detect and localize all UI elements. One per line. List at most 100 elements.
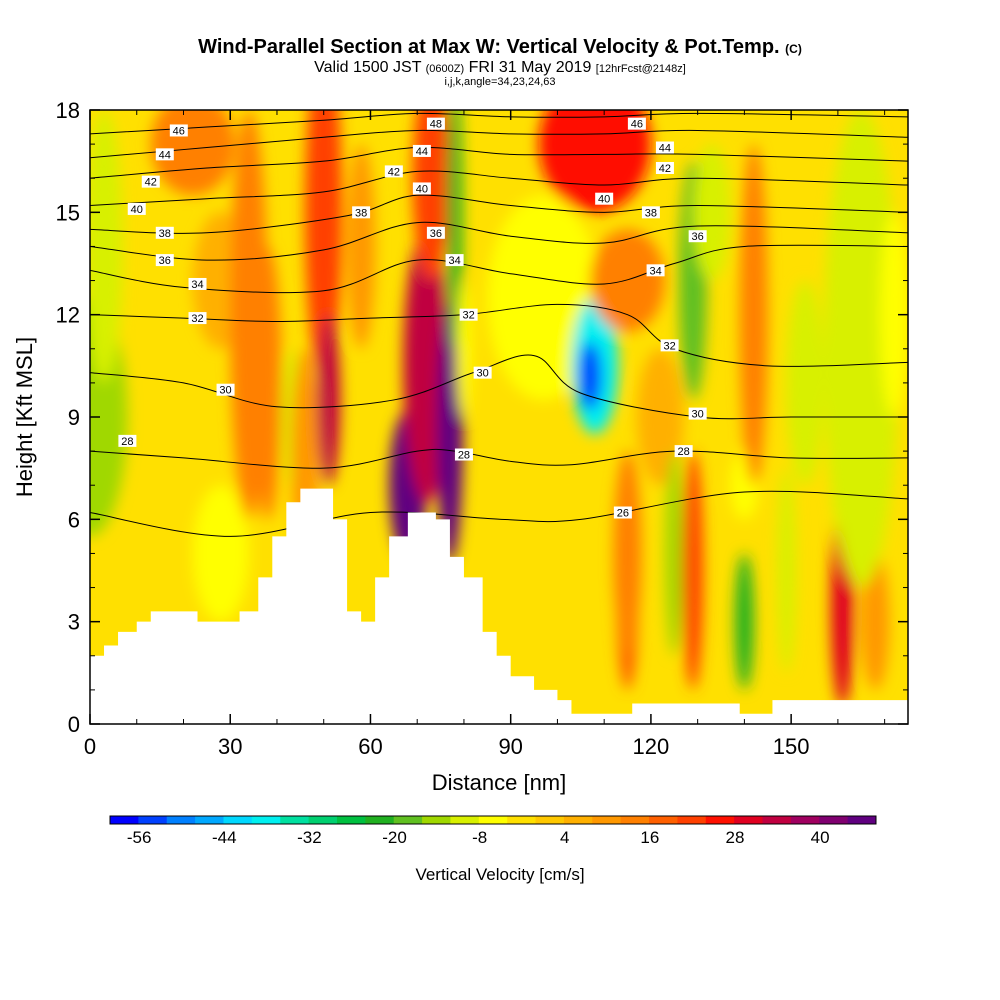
contour-label-6: 34 xyxy=(191,279,203,291)
contour-label-3: 40 xyxy=(131,204,143,216)
contour-label-9: 28 xyxy=(121,436,133,448)
y-tick-label-0: 0 xyxy=(68,712,80,737)
colorbar-tick-label-6: 16 xyxy=(640,828,659,847)
contour-label-26: 34 xyxy=(649,265,661,277)
chart-title: Wind-Parallel Section at Max W: Vertical… xyxy=(0,36,1000,59)
contour-label-bg-24 xyxy=(641,206,660,219)
colorbar-tick-label-8: 40 xyxy=(811,828,830,847)
contour-label-4: 38 xyxy=(159,228,171,240)
colorbar-swatch-11 xyxy=(422,816,451,824)
grid-indices: i,j,k,angle=34,23,24,63 xyxy=(444,76,556,88)
x-tick-label-4: 120 xyxy=(633,734,670,759)
colorbar-swatch-1 xyxy=(138,816,168,824)
colorbar-swatch-14 xyxy=(507,816,537,824)
contour-label-11: 44 xyxy=(416,146,428,158)
contour-label-30: 26 xyxy=(617,508,629,520)
contour-label-bg-29 xyxy=(674,445,693,458)
colorbar-swatch-7 xyxy=(308,816,338,824)
contour-label-5: 36 xyxy=(159,255,171,267)
w-cell-26 xyxy=(664,451,684,656)
x-tick-label-5: 150 xyxy=(773,734,810,759)
theta-contour-40 xyxy=(90,170,908,207)
contour-label-0: 46 xyxy=(173,125,185,137)
y-tick-label-2: 6 xyxy=(68,507,80,532)
w-cell-22 xyxy=(590,229,665,332)
w-cell-33 xyxy=(786,280,824,486)
w-cell-10 xyxy=(316,314,341,486)
w-cell-9 xyxy=(305,110,343,383)
colorbar-swatch-15 xyxy=(535,816,565,824)
colorbar-swatch-10 xyxy=(393,816,423,824)
contour-label-13: 40 xyxy=(416,183,428,195)
contour-labels: 4644424038363432302848444240383634323028… xyxy=(118,117,707,520)
contour-label-19: 28 xyxy=(458,450,470,462)
contour-label-20: 46 xyxy=(631,119,643,131)
colorbar-tick-label-5: 4 xyxy=(560,828,569,847)
contour-label-bg-11 xyxy=(412,144,431,157)
contour-label-8: 30 xyxy=(219,385,231,397)
contour-label-22: 42 xyxy=(659,163,671,175)
contour-label-18: 30 xyxy=(477,368,489,380)
contour-label-bg-4 xyxy=(155,226,174,239)
contour-label-bg-3 xyxy=(127,202,146,215)
contour-label-bg-6 xyxy=(188,277,207,290)
theta-contour-38 xyxy=(90,194,908,234)
colorbar-swatch-13 xyxy=(478,816,508,824)
colorbar-swatch-8 xyxy=(336,816,366,824)
valid-date: FRI 31 May 2019 xyxy=(468,59,592,76)
w-cell-34 xyxy=(739,144,768,486)
w-cell-36 xyxy=(861,553,890,690)
w-cell-14 xyxy=(436,304,464,564)
contour-label-1: 44 xyxy=(159,149,171,161)
contour-label-bg-9 xyxy=(118,434,137,447)
w-cell-16 xyxy=(447,110,463,349)
contour-label-29: 28 xyxy=(678,446,690,458)
x-tick-label-1: 30 xyxy=(218,734,242,759)
colorbar-swatch-20 xyxy=(677,816,707,824)
chart-title-suffix: (C) xyxy=(785,42,802,56)
contour-label-10: 48 xyxy=(430,119,442,131)
valid-time: Valid 1500 JST xyxy=(314,59,422,76)
theta-contour-28 xyxy=(90,448,908,469)
colorbar-swatch-3 xyxy=(195,816,224,824)
contour-label-bg-27 xyxy=(660,339,679,352)
theta-contour-26 xyxy=(90,490,908,537)
y-tick-label-5: 15 xyxy=(56,200,80,225)
contour-label-2: 42 xyxy=(145,177,157,189)
colorbar-swatch-18 xyxy=(620,816,650,824)
contour-label-24: 38 xyxy=(645,207,657,219)
x-axis-label: Distance [nm] xyxy=(432,770,567,795)
x-tick-label-0: 0 xyxy=(84,734,96,759)
chart-title-main: Wind-Parallel Section at Max W: Vertical… xyxy=(198,36,780,58)
contour-label-bg-1 xyxy=(155,148,174,161)
w-cell-15 xyxy=(412,110,450,281)
y-axis: 0 36 9 12 15 18 xyxy=(56,98,908,737)
theta-contour-36 xyxy=(90,221,908,261)
contour-label-bg-12 xyxy=(384,165,403,178)
w-cell-11 xyxy=(347,144,376,349)
contour-label-bg-25 xyxy=(688,230,707,243)
theta-contour-30 xyxy=(90,354,908,420)
x-axis: 0 30 60 90 120 150 xyxy=(84,110,886,759)
y-axis-label: Height [Kft MSL] xyxy=(12,337,37,497)
x-tick-label-2: 60 xyxy=(358,734,382,759)
contour-label-bg-20 xyxy=(627,117,646,130)
colorbar-tick-label-7: 28 xyxy=(726,828,745,847)
contour-label-15: 36 xyxy=(430,228,442,240)
y-tick-label-4: 12 xyxy=(56,303,80,328)
contour-label-bg-0 xyxy=(169,124,188,137)
contour-label-bg-28 xyxy=(688,407,707,420)
colorbar-swatch-16 xyxy=(563,816,593,824)
y-tick-label-6: 18 xyxy=(56,98,80,123)
colorbar-tick-label-1: -44 xyxy=(212,828,237,847)
contour-label-bg-22 xyxy=(655,161,674,174)
contour-label-bg-7 xyxy=(188,312,207,325)
colorbar-swatch-5 xyxy=(251,816,281,824)
potential-temperature-contours xyxy=(90,112,908,537)
contour-label-bg-13 xyxy=(412,182,431,195)
w-cell-17 xyxy=(456,280,471,417)
w-cell-4 xyxy=(192,485,249,622)
colorbar-swatch-26 xyxy=(847,816,877,824)
contour-label-bg-2 xyxy=(141,175,160,188)
y-tick-label-3: 9 xyxy=(68,405,80,430)
